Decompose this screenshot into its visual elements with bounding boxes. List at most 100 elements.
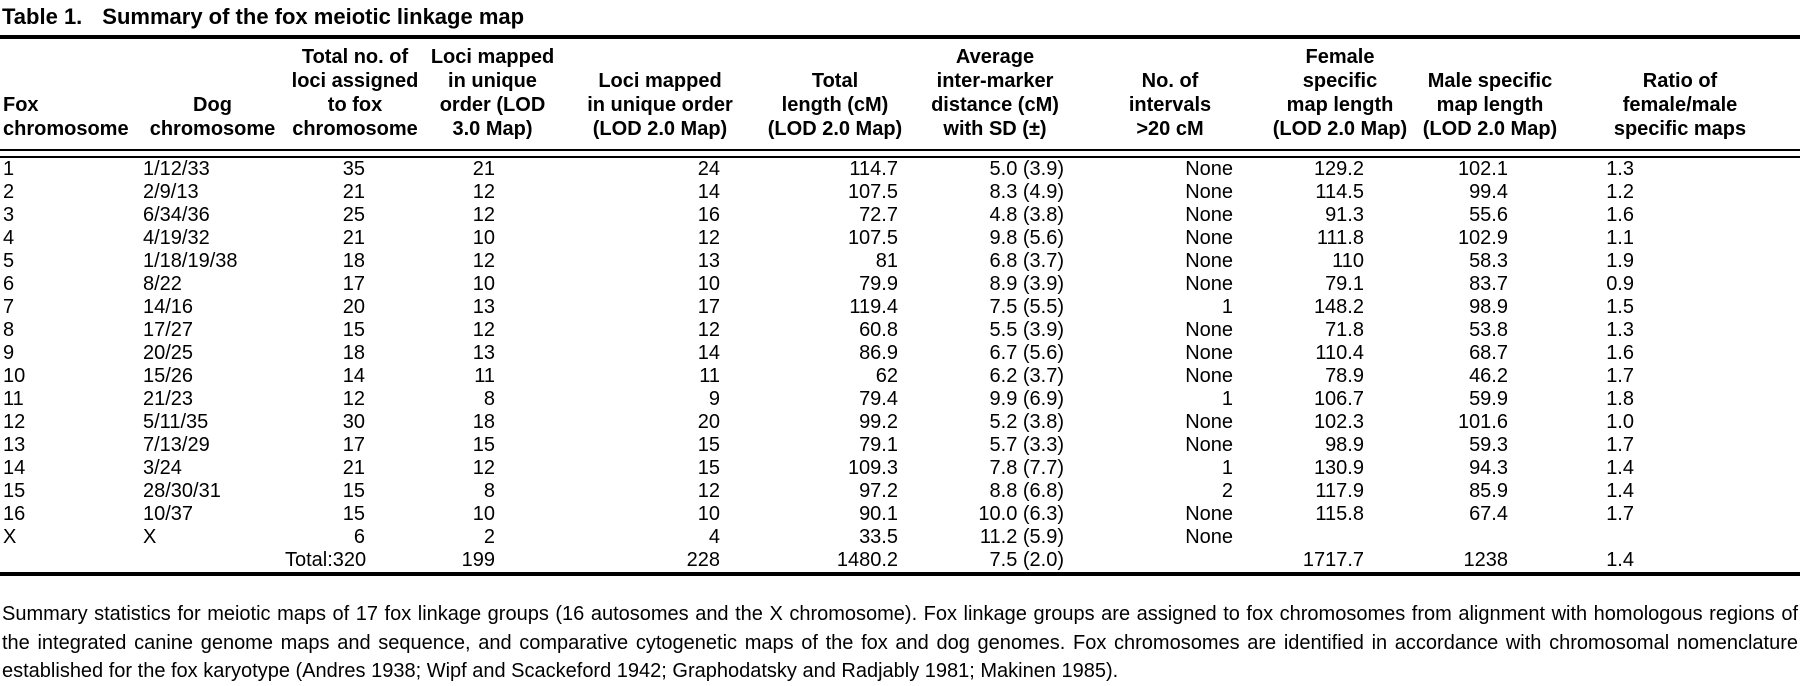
- table-row: 14 3/24 21 12 15 109.3 7.8 (7.7) 1 130.9 94.3 1.4: [0, 457, 1800, 480]
- cell: 21: [342, 457, 365, 479]
- cell: 15: [342, 319, 365, 341]
- table-row: 5 1/18/19/38 18 12 13 81 6.8 (3.7) None 110 58.3 1…: [0, 250, 1800, 273]
- cell: 12: [472, 319, 495, 341]
- cell: 106.7: [1313, 388, 1364, 410]
- cell: 59.9: [1469, 388, 1508, 410]
- cell: 17: [697, 296, 720, 318]
- cell: [0, 549, 140, 574]
- table-row: 16 10/37 15 10 10 90.1 10.0 (6.3) None 115.8 67.4…: [0, 503, 1800, 526]
- cell: 33.5: [859, 526, 898, 548]
- cell: 1.4: [1606, 549, 1634, 571]
- cell: 9.9 (6.9): [989, 388, 1064, 410]
- cell: 11: [699, 365, 720, 387]
- cell: 11.2 (5.9): [979, 526, 1064, 548]
- cell: 8.9 (3.9): [989, 273, 1064, 295]
- cell: 7.5 (5.5): [989, 296, 1064, 318]
- cell: 1717.7: [1302, 549, 1364, 571]
- cell: 2: [483, 526, 495, 548]
- cell: None: [1185, 411, 1233, 433]
- cell: 5.5 (3.9): [989, 319, 1064, 341]
- cell: 13: [697, 250, 720, 272]
- cell: 102.1: [1457, 158, 1508, 180]
- cell: 79.4: [859, 388, 898, 410]
- cell: 1: [1221, 296, 1233, 318]
- cell: 86.9: [859, 342, 898, 364]
- cell: 10.0 (6.3): [978, 503, 1064, 525]
- cell: 97.2: [859, 480, 898, 502]
- cell: 101.6: [1457, 411, 1508, 433]
- cell: 12: [472, 250, 495, 272]
- data-table: Fox chromosome Dog chromosome Total no. of lo…: [0, 39, 1800, 576]
- cell: None: [1185, 250, 1233, 272]
- cell: 78.9: [1325, 365, 1364, 387]
- table-number-label: Table 1.: [2, 4, 83, 29]
- cell: 11: [3, 388, 24, 410]
- header-separator-rule: [0, 149, 1800, 158]
- cell: 2/9/13: [143, 181, 199, 203]
- cell: 199: [461, 549, 495, 571]
- cell: 90.1: [859, 503, 898, 525]
- cell: 35: [342, 158, 365, 180]
- cell: 10: [697, 273, 720, 295]
- cell: 68.7: [1469, 342, 1508, 364]
- cell: 2: [3, 181, 15, 203]
- cell: 1.6: [1606, 342, 1634, 364]
- cell: 228: [686, 549, 720, 571]
- cell: 0.9: [1606, 273, 1634, 295]
- header-row: Fox chromosome Dog chromosome Total no. of lo…: [0, 39, 1800, 150]
- cell: 60.8: [859, 319, 898, 341]
- table-row: 11 21/23 12 8 9 79.4 9.9 (6.9) 1 106.7 59.9 1.8: [0, 388, 1800, 411]
- cell: 1.1: [1606, 227, 1634, 249]
- cell: 1480.2: [836, 549, 898, 571]
- column-header: Ratio of female/male specific maps: [1613, 70, 1747, 140]
- cell: 16: [3, 503, 26, 525]
- cell: 17: [342, 434, 365, 456]
- cell: 1/18/19/38: [143, 250, 238, 272]
- cell: 5.2 (3.8): [989, 411, 1064, 433]
- cell: 20: [697, 411, 720, 433]
- cell: 10/37: [143, 503, 194, 525]
- table-row: 4 4/19/32 21 10 12 107.5 9.8 (5.6) None 111.8 102…: [0, 227, 1800, 250]
- cell: 6: [353, 526, 365, 548]
- cell: 83.7: [1469, 273, 1508, 295]
- cell: 8.3 (4.9): [989, 181, 1064, 203]
- cell: 6: [3, 273, 15, 295]
- cell: 10: [3, 365, 26, 387]
- column-header: Male specific map length (LOD 2.0 Map): [1422, 70, 1558, 140]
- cell: [1420, 526, 1560, 549]
- cell: 62: [875, 365, 898, 387]
- cell: None: [1185, 319, 1233, 341]
- cell: 13: [472, 296, 495, 318]
- table-footnote: Summary statistics for meiotic maps of 1…: [2, 603, 1798, 682]
- cell: 8: [3, 319, 15, 341]
- cell: 79.1: [1325, 273, 1364, 295]
- cell: 7/13/29: [143, 434, 210, 456]
- cell: X: [143, 526, 157, 548]
- cell: 20/25: [143, 342, 194, 364]
- cell: 114.5: [1315, 181, 1364, 203]
- cell: None: [1185, 181, 1233, 203]
- cell: 148.2: [1313, 296, 1364, 318]
- column-header: No. of intervals >20 cM: [1128, 70, 1212, 140]
- table-title-text: Summary of the fox meiotic linkage map: [102, 4, 525, 29]
- cell: 109.3: [847, 457, 898, 479]
- cell: 14: [697, 181, 720, 203]
- cell: 8.8 (6.8): [989, 480, 1064, 502]
- table-row: X X 6 2 4 33.5 11.2 (5.9) None: [0, 526, 1800, 549]
- cell: 1.3: [1606, 158, 1634, 180]
- column-header: Female specific map length (LOD 2.0 Map): [1272, 46, 1408, 140]
- cell: 55.6: [1469, 204, 1508, 226]
- cell: 1: [1221, 457, 1233, 479]
- cell: 21: [342, 181, 365, 203]
- cell: 14: [697, 342, 720, 364]
- cell: 99.2: [859, 411, 898, 433]
- table-row: 8 17/27 15 12 12 60.8 5.5 (3.9) None 71.8 53.8 1.3: [0, 319, 1800, 342]
- cell: 15: [697, 434, 720, 456]
- total-row: Total:320 199 228 1480.2 7.5 (2.0) 1717.7 1238…: [0, 549, 1800, 574]
- cell: None: [1185, 365, 1233, 387]
- column-header: Total no. of loci assigned to fox chromosom…: [291, 46, 419, 140]
- cell: 59.3: [1469, 434, 1508, 456]
- cell: 111.8: [1316, 227, 1364, 249]
- cell: 15: [3, 480, 26, 502]
- cell: None: [1185, 227, 1233, 249]
